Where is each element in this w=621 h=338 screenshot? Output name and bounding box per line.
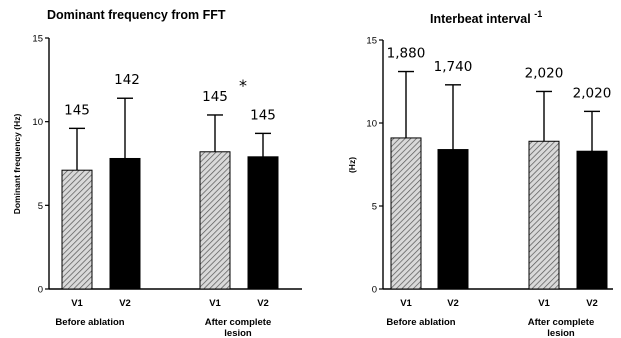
chart2-category-label: V1 <box>538 298 550 309</box>
chart1-group-label-after: After complete lesion <box>205 317 272 338</box>
chart1-data-label: 142 <box>114 72 140 88</box>
chart2-y-tick-label: 10 <box>366 119 377 130</box>
chart1-group-label-before: Before ablation <box>55 317 124 328</box>
chart2-y-tick-label: 15 <box>366 36 377 47</box>
chart2-bar <box>576 150 608 290</box>
chart2-data-label: 2,020 <box>573 85 612 101</box>
chart2-bar <box>390 137 422 290</box>
chart2-title-superscript: -1 <box>534 9 542 19</box>
chart1-y-tick-label: 5 <box>38 201 43 212</box>
chart2-group-label-before: Before ablation <box>386 317 455 328</box>
chart1-bar <box>199 151 231 290</box>
chart1-significance-marker: * <box>239 76 247 95</box>
chart1-title: Dominant frequency from FFT <box>47 8 226 22</box>
chart2-category-label: V2 <box>586 298 598 309</box>
chart2-data-label: 1,880 <box>387 46 426 62</box>
chart1-data-label: 145 <box>202 89 228 105</box>
chart1-category-label: V1 <box>209 298 221 309</box>
chart2-category-label: V1 <box>400 298 412 309</box>
chart1-data-label: 145 <box>64 102 90 118</box>
chart2-group-label-after: After complete lesion <box>528 317 595 338</box>
chart1-category-label: V2 <box>257 298 269 309</box>
chart2-data-label: 1,740 <box>434 59 473 75</box>
chart2-y-tick-label: 5 <box>372 202 377 213</box>
chart2-title: Interbeat interval -1 <box>430 9 542 26</box>
chart1-y-tick-label: 0 <box>38 285 43 296</box>
chart2-bar <box>528 140 560 290</box>
chart1-category-label: V1 <box>71 298 83 309</box>
chart1-y-axis-label: Dominant frequency (Hz) <box>12 114 22 215</box>
chart1-y-tick-label: 10 <box>32 117 43 128</box>
chart2-bar <box>437 149 469 290</box>
chart1-bar <box>61 169 93 290</box>
chart1-bar <box>247 156 279 290</box>
chart2-y-axis-label: (Hz) <box>347 157 357 173</box>
chart2-category-label: V2 <box>447 298 459 309</box>
chart1-category-label: V2 <box>119 298 131 309</box>
chart2-y-tick-label: 0 <box>372 285 377 296</box>
chart1-bar <box>109 157 141 290</box>
chart1-data-label: 145 <box>250 107 276 123</box>
chart2-data-label: 2,020 <box>525 65 564 81</box>
chart1-y-tick-label: 15 <box>32 34 43 45</box>
